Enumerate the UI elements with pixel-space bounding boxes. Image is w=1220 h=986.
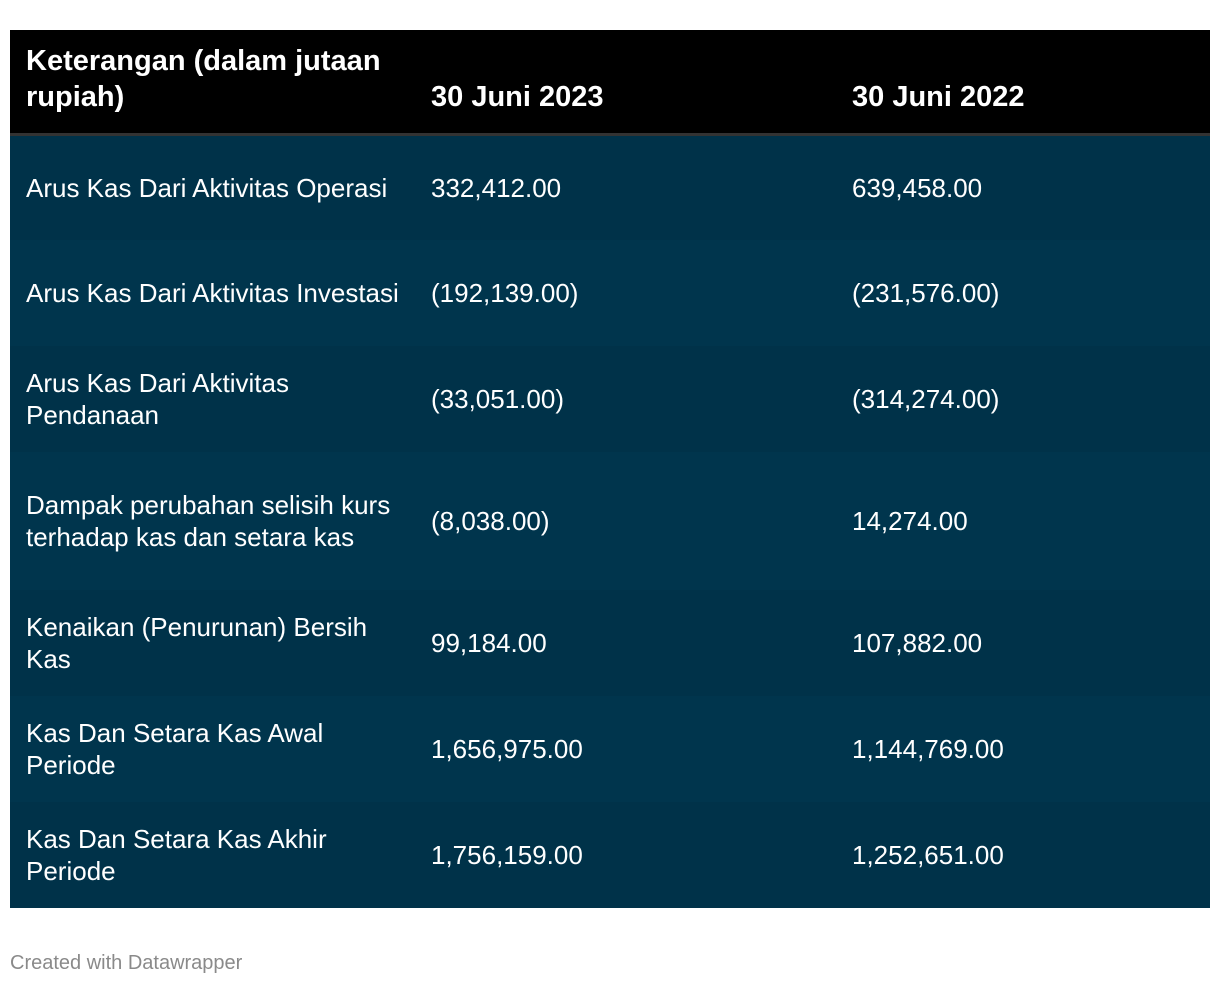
value-2022: (314,274.00) (852, 384, 1000, 414)
value-2022: 107,882.00 (852, 628, 983, 658)
table-row: Arus Kas Dari Aktivitas Pendanaan (33,05… (10, 346, 1210, 452)
row-label: Arus Kas Dari Aktivitas Pendanaan (26, 368, 289, 430)
table-header-row: Keterangan (dalam jutaan rupiah) 30 Juni… (10, 30, 1210, 136)
row-label: Dampak perubahan selisih kurs terhadap k… (26, 490, 391, 552)
column-header-description: Keterangan (dalam jutaan rupiah) (10, 30, 415, 136)
value-2023: 99,184.00 (431, 628, 547, 658)
value-2023: 1,756,159.00 (431, 840, 583, 870)
column-header-2023: 30 Juni 2023 (415, 30, 836, 136)
row-label: Arus Kas Dari Aktivitas Investasi (26, 278, 399, 308)
row-label: Kenaikan (Penurunan) Bersih Kas (26, 612, 368, 674)
datawrapper-credit: Created with Datawrapper (10, 952, 243, 974)
row-label: Kas Dan Setara Kas Awal Periode (26, 718, 324, 780)
value-2022: 14,274.00 (852, 506, 968, 536)
column-header-2022: 30 Juni 2022 (836, 30, 1210, 136)
table-row: Kenaikan (Penurunan) Bersih Kas 99,184.0… (10, 590, 1210, 696)
table-row: Arus Kas Dari Aktivitas Operasi 332,412.… (10, 134, 1210, 240)
value-2023: (33,051.00) (431, 384, 564, 414)
cash-flow-table: Keterangan (dalam jutaan rupiah) 30 Juni… (10, 30, 1210, 908)
table: Keterangan (dalam jutaan rupiah) 30 Juni… (10, 30, 1210, 908)
table-row: Kas Dan Setara Kas Akhir Periode 1,756,1… (10, 802, 1210, 908)
row-label: Arus Kas Dari Aktivitas Operasi (26, 172, 388, 203)
value-2022: 1,252,651.00 (852, 840, 1004, 870)
value-2022: 1,144,769.00 (852, 734, 1004, 764)
table-row: Arus Kas Dari Aktivitas Investasi (192,1… (10, 240, 1210, 346)
table-row: Kas Dan Setara Kas Awal Periode 1,656,97… (10, 696, 1210, 802)
value-2023: 332,412.00 (431, 172, 562, 203)
table-row: Dampak perubahan selisih kurs terhadap k… (10, 452, 1210, 590)
value-2023: (192,139.00) (431, 278, 579, 308)
row-label: Kas Dan Setara Kas Akhir Periode (26, 824, 327, 886)
value-2023: (8,038.00) (431, 506, 550, 536)
value-2022: (231,576.00) (852, 278, 1000, 308)
value-2022: 639,458.00 (852, 172, 983, 203)
value-2023: 1,656,975.00 (431, 734, 583, 764)
